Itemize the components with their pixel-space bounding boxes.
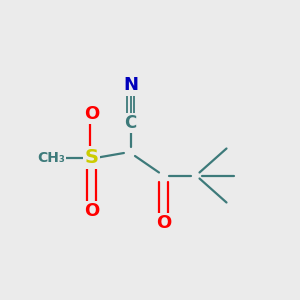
Text: O: O <box>156 214 171 232</box>
Text: O: O <box>84 105 99 123</box>
Text: O: O <box>84 202 99 220</box>
Text: S: S <box>85 148 98 167</box>
Text: CH₃: CH₃ <box>37 151 65 164</box>
Text: C: C <box>124 114 136 132</box>
Text: N: N <box>123 76 138 94</box>
